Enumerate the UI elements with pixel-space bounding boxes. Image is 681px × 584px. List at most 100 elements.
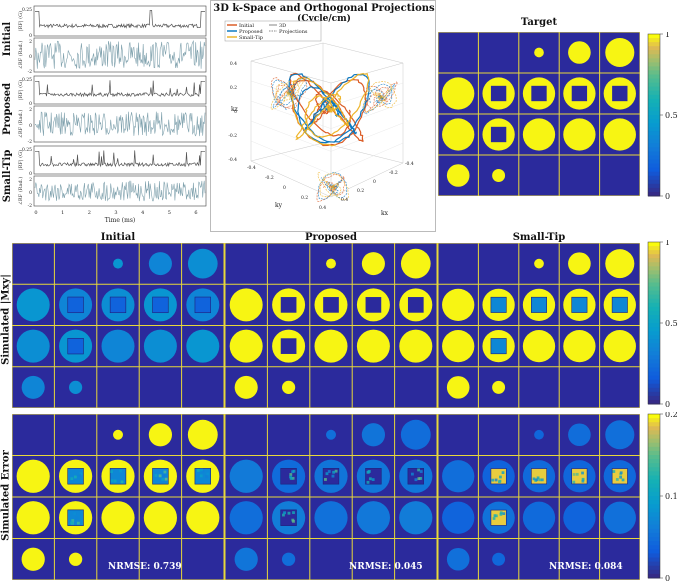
error-speckle xyxy=(164,477,168,481)
disc-shape xyxy=(21,375,45,399)
ky-tick-label: 0 xyxy=(283,185,286,191)
kz-tick-label: 0 xyxy=(234,109,237,115)
error-speckle xyxy=(491,478,495,482)
image-tile xyxy=(394,366,437,408)
disc-shape xyxy=(522,501,556,534)
image-tile xyxy=(394,455,437,497)
colorbar-segment xyxy=(648,123,660,128)
image-tile xyxy=(518,32,560,73)
y-tick-label: -2 xyxy=(28,203,33,209)
error-speckle xyxy=(327,470,331,473)
error-speckle xyxy=(71,519,75,522)
colorbar-segment xyxy=(648,491,660,497)
kspace-title: 3D k-Space and Orthogonal Projections xyxy=(213,3,435,14)
colorbar-segment xyxy=(648,131,660,136)
image-tile xyxy=(225,538,268,580)
error-speckle xyxy=(493,514,497,518)
colorbar-segment xyxy=(648,355,660,360)
colorbar-segment xyxy=(648,78,660,84)
error-speckle xyxy=(73,512,77,516)
image-tile xyxy=(309,325,353,367)
rf-axes xyxy=(33,145,207,175)
disc-shape xyxy=(400,248,431,279)
image-tile xyxy=(181,497,224,539)
box-edge xyxy=(250,42,324,62)
disc-shape xyxy=(21,547,45,571)
disc-shape xyxy=(234,375,258,399)
colorbar-segment xyxy=(648,418,660,423)
disc-shape xyxy=(446,164,470,187)
tile-background xyxy=(599,155,640,196)
error-speckle xyxy=(161,477,165,481)
error-speckle xyxy=(414,478,418,482)
colorbar-segment xyxy=(648,537,660,542)
colorbar-tick-label: 0 xyxy=(665,192,670,201)
kx-tick-label: 0.2 xyxy=(357,188,364,194)
trace-row-label: Initial xyxy=(2,22,13,57)
disc-shape xyxy=(16,329,50,363)
image-tile xyxy=(139,243,182,285)
image-tile xyxy=(518,538,560,580)
colorbar-segment xyxy=(648,331,660,336)
y-tick-label: 0 xyxy=(29,171,32,177)
image-tile xyxy=(181,455,224,497)
image-tile xyxy=(394,497,437,539)
disc-shape xyxy=(148,423,173,447)
image-tile xyxy=(139,366,182,408)
colorbar-segment xyxy=(648,294,660,300)
square-hole xyxy=(490,85,507,102)
image-tile xyxy=(559,32,600,73)
error-speckle xyxy=(492,517,496,520)
error-speckle xyxy=(417,477,421,481)
colorbar-tick-label: 0.5 xyxy=(665,319,678,328)
image-tile xyxy=(478,284,519,326)
rf-traces-panel: Initial |RF| (G) 0.25 0 ∠RF (Rad.) 2 0 -2 Propos… xyxy=(0,0,210,228)
tile-background xyxy=(559,366,600,408)
colorbar-segment xyxy=(648,367,660,373)
disc-shape xyxy=(492,380,506,394)
error-speckle xyxy=(538,478,542,482)
phase-ylabel: ∠RF (Rad.) xyxy=(17,177,24,206)
error-speckle xyxy=(612,470,616,473)
x-tick-label: 2 xyxy=(88,210,91,216)
tile-background xyxy=(518,155,560,196)
colorbar-segment xyxy=(648,450,660,456)
colorbar-segment xyxy=(648,98,660,104)
x-tick-label: 6 xyxy=(194,210,197,216)
colorbar-segment xyxy=(648,187,660,193)
colorbar-segment xyxy=(648,82,660,88)
colorbar-tick-label: 0 xyxy=(665,574,670,583)
disc-shape xyxy=(605,249,635,279)
disc-shape xyxy=(229,459,263,493)
y-tick-label: 0 xyxy=(29,190,32,196)
image-tile xyxy=(518,155,560,196)
colorbar-segment xyxy=(648,512,660,517)
tile-background xyxy=(478,32,519,73)
image-tile xyxy=(267,538,310,580)
error-speckle xyxy=(498,480,501,484)
tile-background xyxy=(96,538,140,580)
error-speckle xyxy=(199,474,203,478)
error-speckle xyxy=(572,480,576,484)
tile-background xyxy=(181,366,224,408)
rf-phase-trace xyxy=(34,40,206,69)
colorbar-segment xyxy=(648,50,660,55)
colorbar-segment xyxy=(648,258,660,263)
image-tile xyxy=(518,455,560,497)
colorbar-tick-label: 0 xyxy=(665,400,670,409)
image-tile xyxy=(478,366,519,408)
colorbar-segment xyxy=(648,306,660,312)
y-tick-label: 2 xyxy=(29,107,32,113)
image-tile xyxy=(438,284,479,326)
colorbar-segment xyxy=(648,399,660,405)
image-tile xyxy=(438,366,479,408)
image-tile xyxy=(54,414,97,456)
colorbar-segment xyxy=(648,479,660,485)
image-tile xyxy=(518,73,560,114)
disc-shape xyxy=(186,501,220,535)
image-tile xyxy=(54,366,97,408)
nrmse-smalltip: NRMSE: 0.084 xyxy=(549,562,623,572)
image-tile xyxy=(478,455,519,497)
colorbar-segment xyxy=(648,471,660,476)
colorbar-segment xyxy=(648,557,660,563)
